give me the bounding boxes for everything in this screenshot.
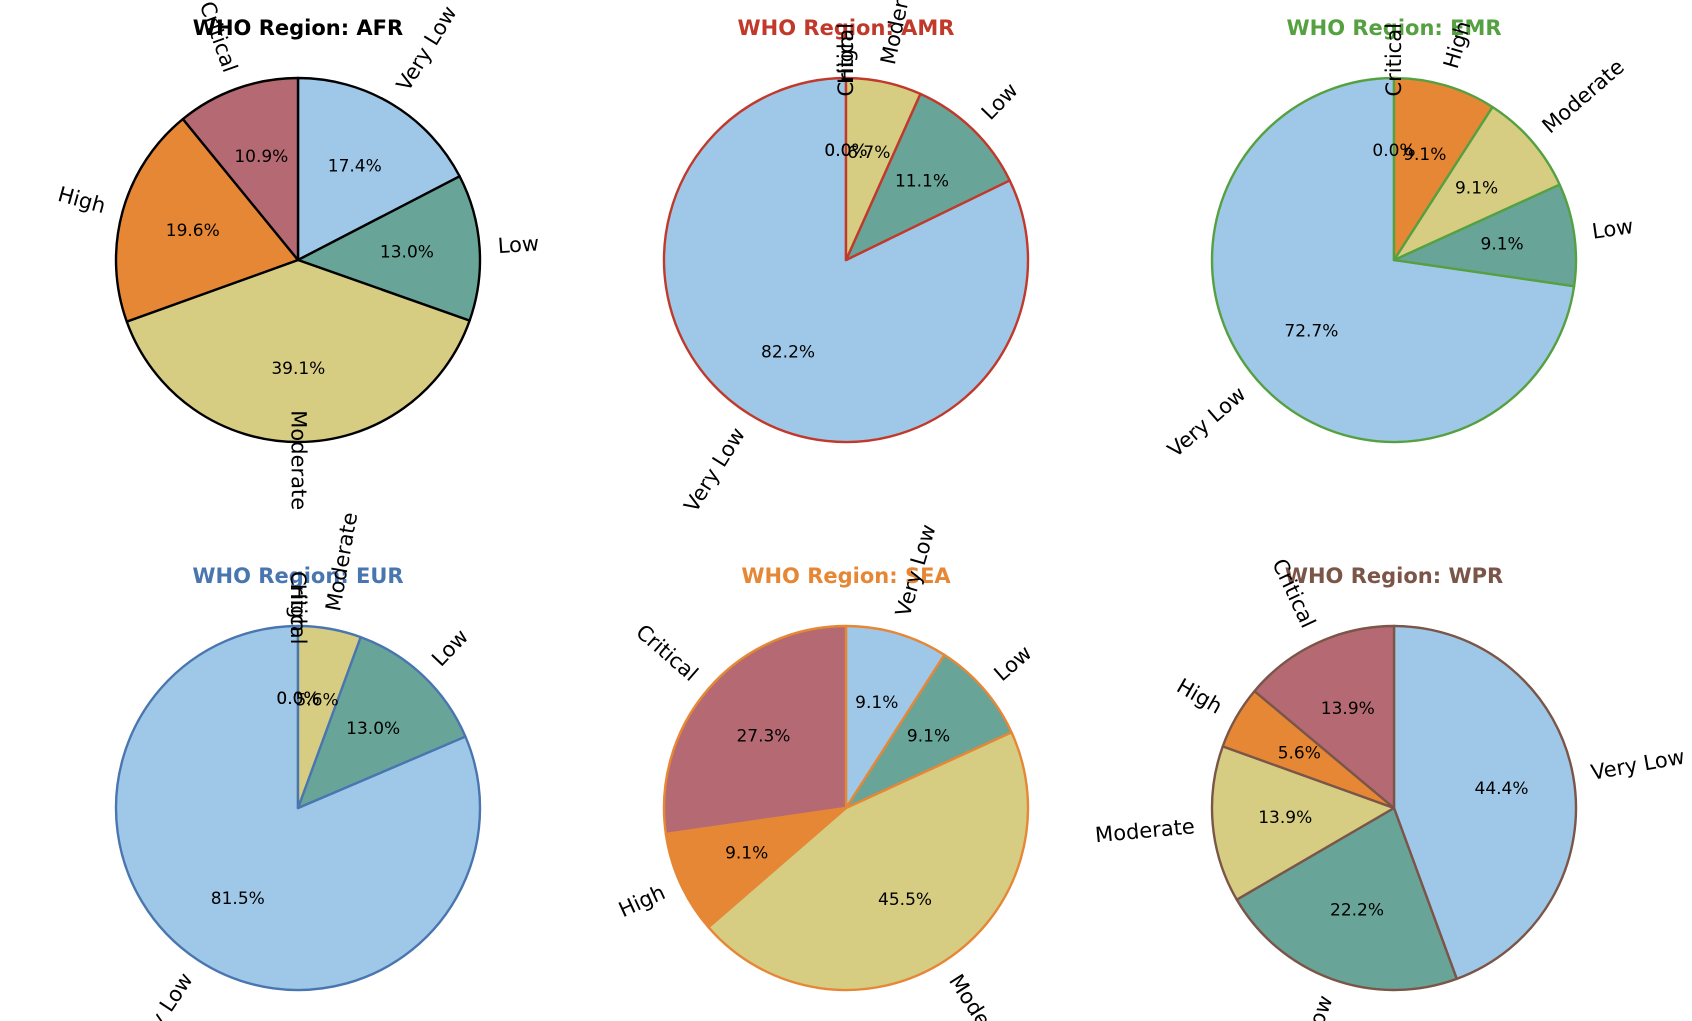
chart-title: WHO Region: EUR (192, 564, 403, 588)
wedge-moderate (125, 258, 471, 444)
percent-label-high: 0.0% (276, 689, 319, 709)
chart-title: WHO Region: AFR (193, 16, 403, 40)
percent-label-high: 19.6% (166, 221, 220, 241)
wedge-critical (1253, 624, 1396, 810)
category-label-high: High (286, 584, 310, 632)
percent-label-low: 13.0% (380, 242, 434, 262)
pie-wedges (1210, 76, 1578, 444)
percent-label-very-low: 9.1% (855, 693, 898, 713)
percent-label-critical: 27.3% (736, 726, 790, 746)
percent-label-moderate: 9.1% (1455, 179, 1498, 199)
wedge-high (114, 117, 300, 323)
chart-title: WHO Region: SEA (741, 564, 951, 588)
percent-label-moderate: 39.1% (271, 359, 325, 379)
category-label-high: High (834, 36, 858, 84)
category-label-low: Low (497, 231, 540, 258)
pie-wedges (114, 76, 482, 444)
chart-title: WHO Region: EMR (1286, 16, 1501, 40)
wedge-very-low (844, 624, 946, 810)
category-label-critical: Critical (1382, 23, 1406, 96)
percent-label-low: 11.1% (895, 172, 949, 192)
wedge-moderate (844, 76, 922, 262)
wedge-low (1392, 183, 1578, 288)
pie-wedges (1210, 624, 1578, 992)
pie-wedges (662, 76, 1030, 444)
percent-label-very-low: 82.2% (761, 343, 815, 363)
percent-label-low: 9.1% (907, 726, 950, 746)
wedge-moderate (296, 624, 362, 810)
category-label-critical: Critical (286, 571, 310, 644)
percent-label-low: 22.2% (1330, 901, 1384, 921)
wedge-low (1235, 806, 1458, 992)
wedge-low (844, 653, 1013, 810)
wedge-high (1392, 76, 1494, 262)
percent-label-critical: 0.0% (1372, 141, 1415, 161)
category-label-moderate: Moderate (286, 410, 310, 510)
percent-label-very-low: 72.7% (1284, 321, 1338, 341)
wedge-very-low (296, 76, 461, 262)
wedge-moderate (1210, 745, 1396, 901)
wedge-low (844, 92, 1011, 262)
percent-label-moderate: 5.6% (295, 690, 338, 710)
percent-label-very-low: 81.5% (211, 889, 265, 909)
wedge-very-low (1392, 624, 1578, 981)
pie-wedges (662, 624, 1030, 992)
chart-title: WHO Region: AMR (738, 16, 955, 40)
chart-title: WHO Region: WPR (1285, 564, 1503, 588)
wedge-low (296, 635, 467, 810)
wedge-critical (662, 624, 848, 836)
percent-label-very-low: 44.4% (1475, 779, 1529, 799)
category-label-low: Low (1591, 214, 1635, 244)
percent-label-moderate: 6.7% (847, 143, 890, 163)
percent-label-critical: 13.9% (1321, 699, 1375, 719)
percent-label-moderate: 45.5% (878, 890, 932, 910)
percent-label-high: 9.1% (1403, 145, 1446, 165)
category-label-critical: Critical (834, 23, 858, 96)
percent-label-moderate: 13.9% (1258, 808, 1312, 828)
percent-label-high: 5.6% (1278, 744, 1321, 764)
percent-label-low: 9.1% (1481, 235, 1524, 255)
percent-label-low: 13.0% (346, 719, 400, 739)
wedge-high (664, 806, 848, 929)
pie-wedges (114, 624, 482, 992)
percent-label-very-low: 17.4% (328, 157, 382, 177)
percent-label-high: 9.1% (725, 843, 768, 863)
wedge-moderate (1392, 105, 1561, 262)
wedge-moderate (707, 731, 1030, 992)
percent-label-critical: 0.0% (824, 141, 867, 161)
wedge-low (296, 175, 482, 322)
percent-label-critical: 10.9% (234, 147, 288, 167)
percent-label-high: 0.0% (824, 141, 867, 161)
wedge-critical (181, 76, 300, 262)
percent-label-critical: 0.0% (276, 689, 319, 709)
